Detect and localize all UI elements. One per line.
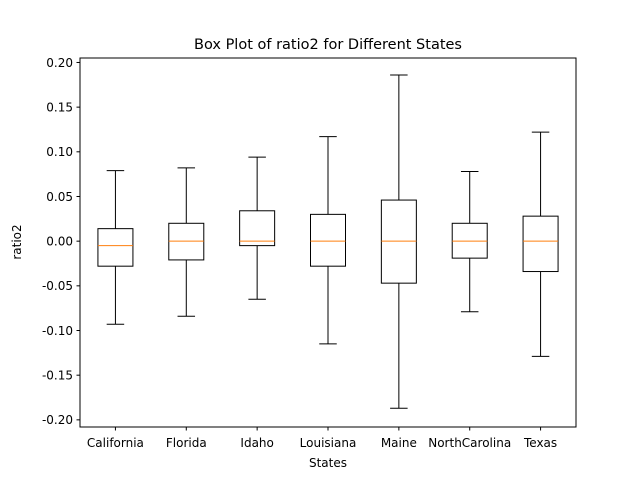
x-tick-label: Texas bbox=[523, 436, 557, 450]
y-tick-label: 0.00 bbox=[46, 234, 73, 248]
x-tick-label: California bbox=[87, 436, 144, 450]
box-0 bbox=[97, 170, 134, 325]
box-6 bbox=[522, 131, 559, 357]
x-tick-label: Idaho bbox=[240, 436, 273, 450]
x-axis: California Florida Idaho Louisiana Maine Nort… bbox=[87, 427, 557, 450]
y-tick-label: 0.05 bbox=[46, 190, 73, 204]
box-iqr bbox=[522, 215, 559, 273]
chart-title: Box Plot of ratio2 for Different States bbox=[194, 37, 462, 53]
y-tick-label: 0.10 bbox=[46, 145, 73, 159]
y-tick-label: 0.20 bbox=[46, 56, 73, 70]
box-2 bbox=[239, 156, 276, 300]
x-tick-label: Maine bbox=[381, 436, 417, 450]
box-iqr bbox=[239, 210, 276, 247]
x-tick-label: NorthCarolina bbox=[428, 436, 511, 450]
box-1 bbox=[168, 167, 205, 317]
y-tick-label: -0.20 bbox=[42, 413, 73, 427]
x-axis-label: States bbox=[309, 456, 347, 470]
box-4 bbox=[380, 74, 417, 409]
x-tick-label: Louisiana bbox=[300, 436, 357, 450]
y-tick-label: -0.05 bbox=[42, 279, 73, 293]
box-iqr bbox=[97, 228, 134, 267]
y-tick-label: -0.15 bbox=[42, 368, 73, 382]
box-iqr bbox=[310, 213, 346, 267]
box-3 bbox=[310, 136, 346, 345]
plot-area bbox=[97, 74, 559, 409]
y-axis-label: ratio2 bbox=[10, 224, 24, 259]
box-5 bbox=[451, 170, 488, 313]
y-axis: -0.20 -0.15 -0.10 -0.05 0.00 0.05 0.10 0.15 0.20 bbox=[42, 56, 80, 427]
x-tick-label: Florida bbox=[166, 436, 207, 450]
y-tick-label: -0.10 bbox=[42, 324, 73, 338]
y-tick-label: 0.15 bbox=[46, 100, 73, 114]
